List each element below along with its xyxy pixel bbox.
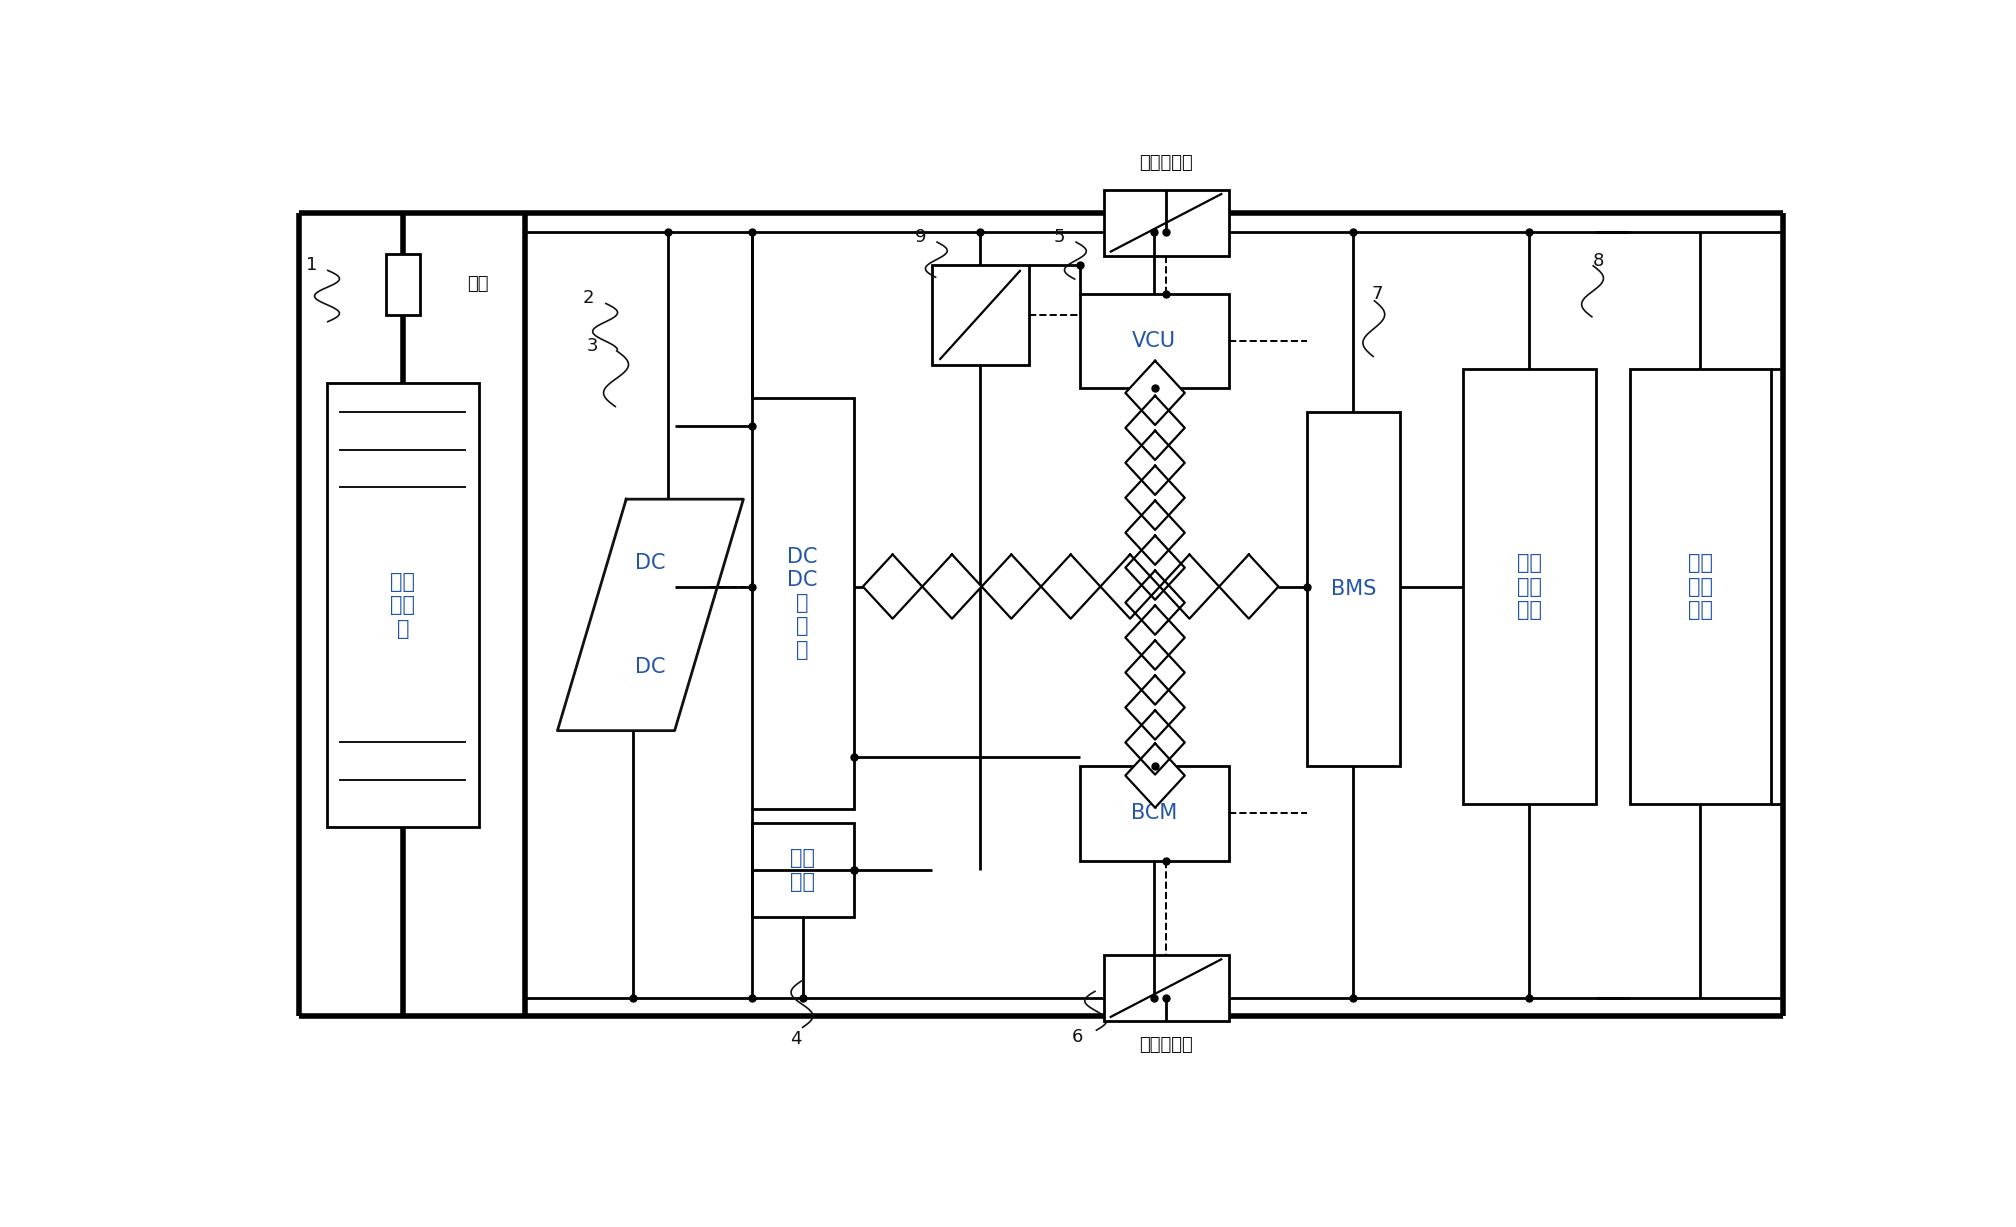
Text: BCM: BCM — [1131, 804, 1177, 823]
Text: VCU: VCU — [1133, 331, 1177, 351]
Polygon shape — [1125, 571, 1185, 634]
Bar — [1081, 293, 1228, 388]
Text: 主正继电器: 主正继电器 — [1139, 155, 1193, 172]
Polygon shape — [1125, 501, 1185, 564]
Text: 动力
电池
组: 动力 电池 组 — [391, 572, 415, 639]
Text: 整车
高压
负载: 整车 高压 负载 — [1687, 553, 1714, 620]
Polygon shape — [1125, 605, 1185, 670]
Polygon shape — [1125, 396, 1185, 460]
Polygon shape — [1101, 555, 1159, 618]
Text: 4: 4 — [790, 1031, 802, 1048]
Polygon shape — [1040, 555, 1101, 618]
Text: 2: 2 — [583, 290, 593, 308]
Polygon shape — [1125, 535, 1185, 600]
Bar — [752, 823, 853, 918]
Polygon shape — [982, 555, 1040, 618]
Bar — [1103, 955, 1228, 1021]
Bar — [1081, 766, 1228, 860]
Polygon shape — [1125, 675, 1185, 740]
Text: 6: 6 — [1070, 1028, 1083, 1047]
Text: 1: 1 — [306, 256, 317, 275]
Polygon shape — [1159, 555, 1220, 618]
Polygon shape — [863, 555, 921, 618]
Text: 3: 3 — [587, 336, 599, 355]
Bar — [752, 398, 853, 809]
Bar — [931, 265, 1028, 364]
Text: 9: 9 — [915, 228, 927, 245]
Text: 主负继电器: 主负继电器 — [1139, 1036, 1193, 1054]
Text: 8: 8 — [1593, 252, 1605, 270]
Polygon shape — [1125, 465, 1185, 530]
Polygon shape — [1125, 640, 1185, 704]
Bar — [327, 383, 478, 827]
Text: BMS: BMS — [1331, 579, 1377, 599]
Polygon shape — [558, 499, 744, 730]
Text: DC
DC
控
制
器: DC DC 控 制 器 — [788, 547, 818, 659]
Polygon shape — [1125, 710, 1185, 774]
Text: 7: 7 — [1371, 285, 1383, 303]
Bar — [1103, 190, 1228, 256]
Text: 5: 5 — [1054, 228, 1066, 245]
Text: 整车
低压
负载: 整车 低压 负载 — [1516, 553, 1542, 620]
Polygon shape — [1125, 431, 1185, 494]
Polygon shape — [1220, 555, 1278, 618]
Bar — [1306, 412, 1401, 766]
Polygon shape — [1125, 361, 1185, 425]
Text: DC: DC — [635, 553, 665, 573]
Text: 应急
电源: 应急 电源 — [790, 848, 814, 892]
Polygon shape — [921, 555, 982, 618]
Bar — [1464, 369, 1597, 804]
Text: 保险: 保险 — [468, 275, 488, 293]
Polygon shape — [1125, 744, 1185, 807]
Bar — [1631, 369, 1770, 804]
Bar — [385, 254, 419, 315]
Text: DC: DC — [635, 656, 665, 677]
